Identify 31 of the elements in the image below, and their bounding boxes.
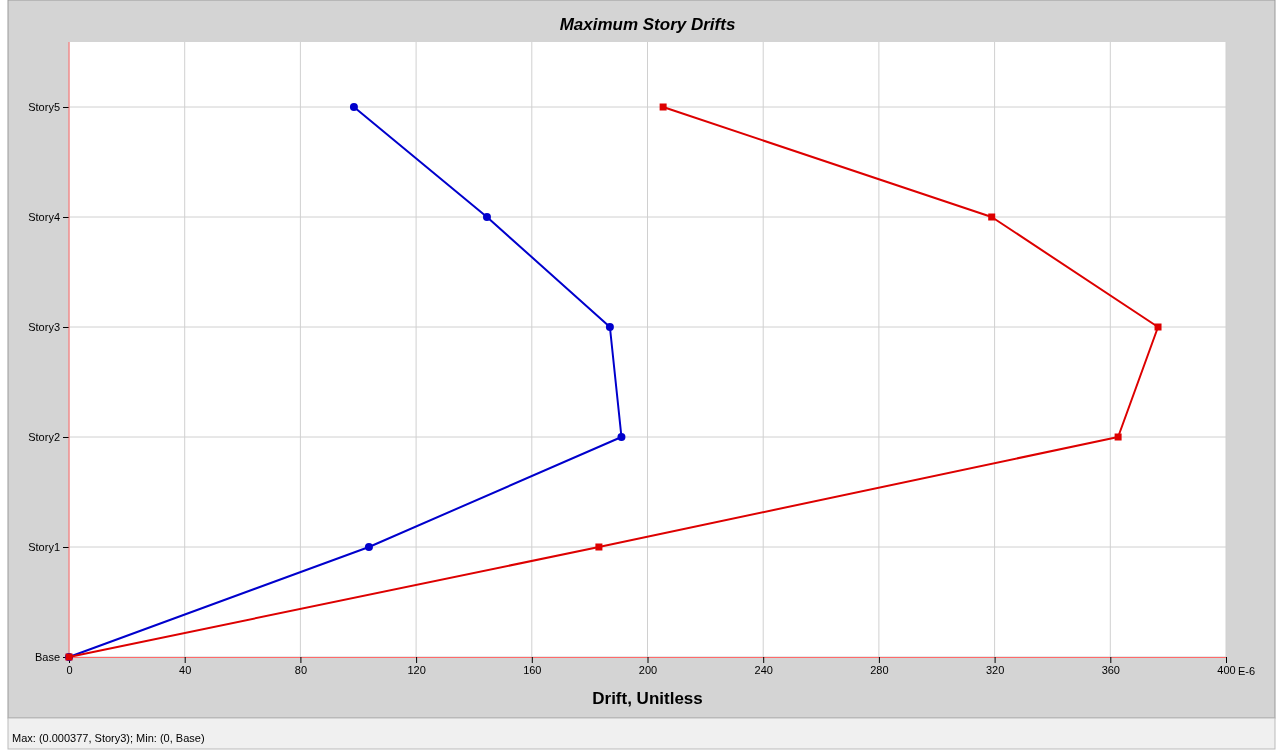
y-tick-label: Story3 bbox=[28, 321, 60, 334]
y-tick-label: Story4 bbox=[28, 211, 60, 224]
y-tick-label: Story5 bbox=[28, 101, 60, 114]
x-axis-title: Drift, Unitless bbox=[592, 689, 703, 708]
point bbox=[1114, 433, 1122, 441]
point bbox=[605, 323, 614, 331]
x-tick-label: 240 bbox=[754, 663, 773, 676]
point bbox=[617, 433, 626, 441]
x-tick-label: 120 bbox=[407, 663, 426, 676]
x-tick-label: 360 bbox=[1101, 663, 1120, 676]
point bbox=[659, 103, 667, 111]
point bbox=[482, 213, 491, 221]
x-tick-label: 160 bbox=[523, 663, 542, 676]
x-tick-label: 400 bbox=[1217, 663, 1236, 676]
x-tick-label: 320 bbox=[985, 663, 1005, 676]
y-tick-label: Story1 bbox=[28, 541, 60, 554]
point bbox=[1154, 323, 1162, 331]
x-tick-label: 80 bbox=[294, 663, 308, 676]
point bbox=[595, 543, 603, 551]
x-tick-label: 280 bbox=[870, 663, 889, 676]
x-tick-label: 200 bbox=[638, 663, 658, 676]
x-tick-label: 40 bbox=[179, 663, 192, 676]
x-tick-label: 0 bbox=[66, 663, 73, 676]
y-tick-label: Base bbox=[34, 651, 60, 664]
text: Max: (0.000377, Story3); Min: (0, Base) bbox=[12, 732, 205, 744]
chart-title: Maximum Story Drifts bbox=[559, 15, 736, 34]
y-tick-label: Story2 bbox=[28, 431, 60, 444]
point bbox=[364, 543, 373, 551]
point bbox=[988, 213, 996, 221]
text: E-6 bbox=[1238, 665, 1256, 677]
point bbox=[349, 103, 358, 111]
